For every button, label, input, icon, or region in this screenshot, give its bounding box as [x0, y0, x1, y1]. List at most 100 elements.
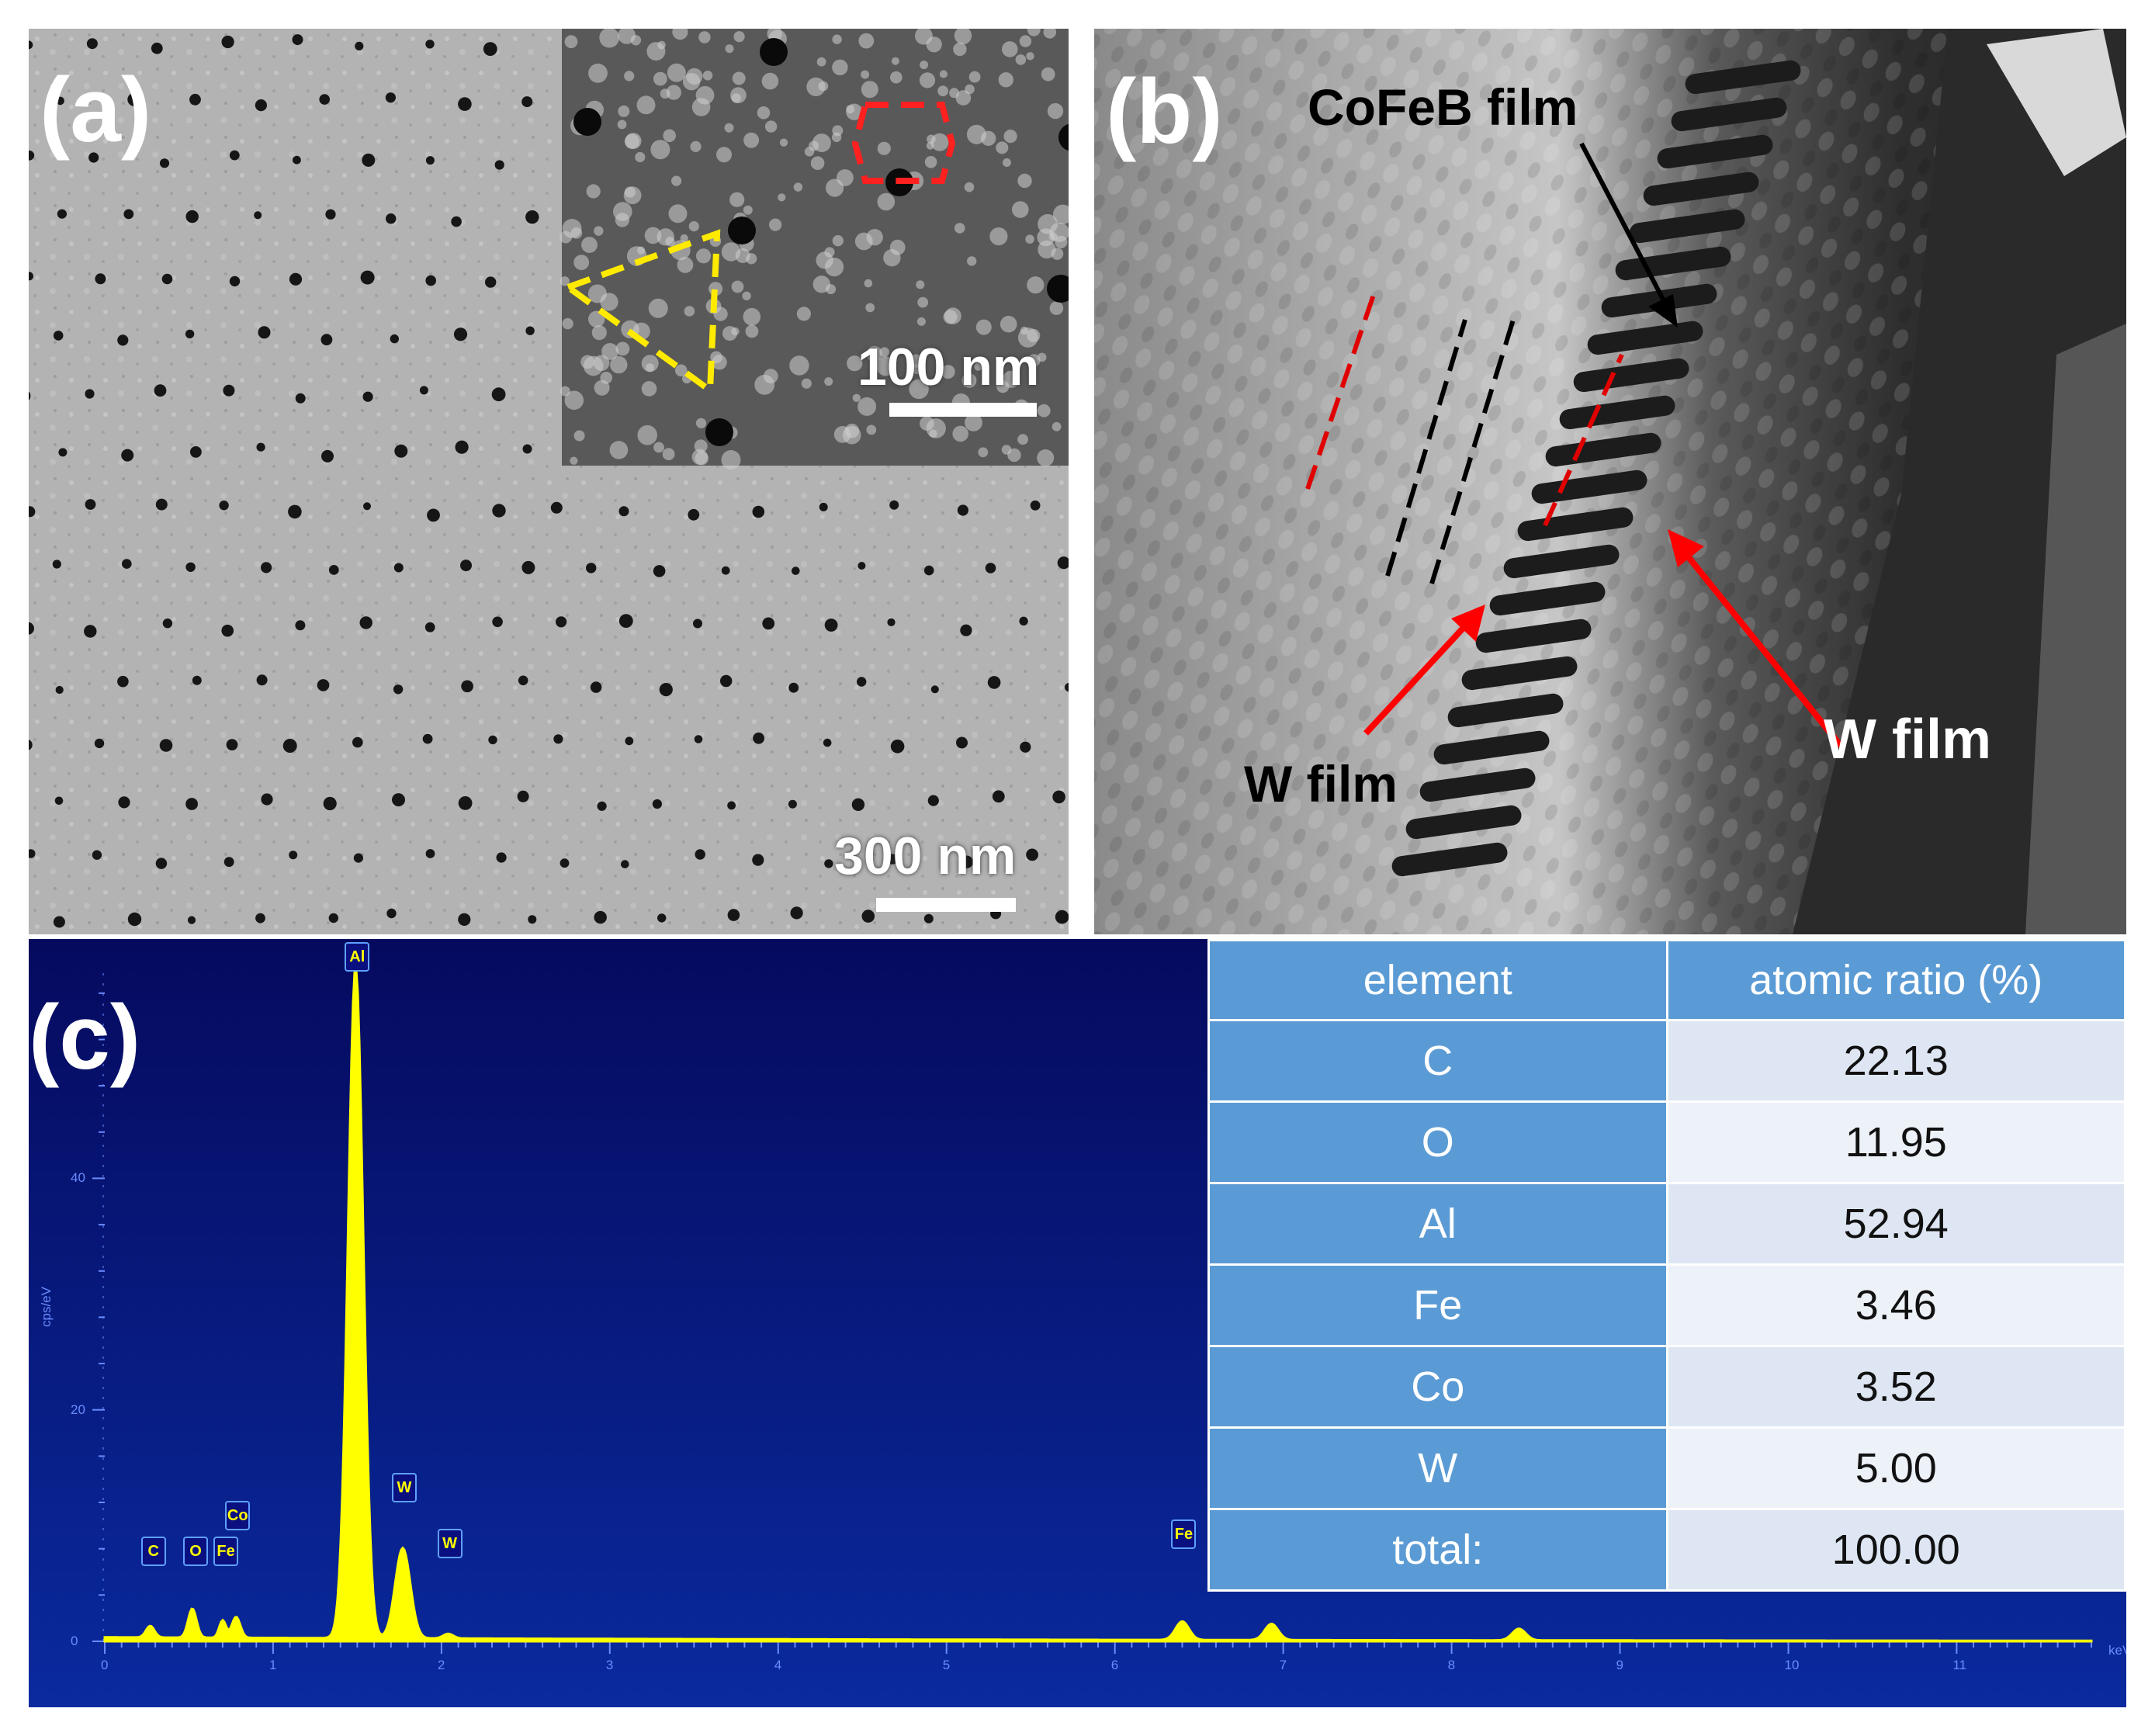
y-tick-label: 0: [71, 1634, 78, 1648]
pore: [151, 42, 163, 54]
pore-channel: [1587, 321, 1703, 355]
pore-channel: [1671, 97, 1787, 132]
pore: [1057, 556, 1069, 570]
pore: [762, 617, 775, 630]
element-cell: Co: [1207, 1345, 1668, 1429]
grain: [666, 85, 681, 100]
pore: [386, 908, 397, 919]
pore: [282, 739, 297, 753]
grain: [667, 63, 686, 82]
eds-spectrum-panel: 0123456789101102040COFeCoAlWWFeCoWCoWWWW…: [29, 939, 2126, 1707]
grain: [583, 355, 604, 376]
grain: [624, 133, 640, 149]
inset-scale-bar: [889, 403, 1037, 417]
grain: [1012, 201, 1029, 218]
pore: [289, 851, 298, 860]
element-cell: Fe: [1207, 1263, 1668, 1347]
pore: [127, 912, 142, 927]
pore: [788, 799, 797, 809]
pore: [261, 562, 272, 573]
grain: [865, 303, 875, 313]
ratio-cell: 3.46: [1665, 1263, 2126, 1347]
pore-channel: [1629, 209, 1745, 244]
pore: [118, 796, 130, 809]
panel-b-letter: (b): [1106, 61, 1223, 163]
table-row: C 22.13: [1207, 1019, 2126, 1103]
grain: [564, 390, 584, 411]
grain: [816, 57, 826, 67]
grain: [989, 227, 1008, 246]
grain: [837, 169, 854, 186]
pore: [823, 738, 832, 747]
grain: [660, 88, 670, 99]
pore: [117, 675, 129, 688]
grain: [858, 33, 875, 49]
pore: [425, 275, 436, 286]
grain: [1017, 327, 1038, 348]
grain: [624, 186, 636, 198]
pore: [226, 739, 238, 750]
grain: [721, 450, 741, 470]
grain: [832, 59, 848, 75]
grain: [754, 374, 775, 395]
pore: [494, 160, 504, 170]
pore: [360, 270, 375, 285]
pore: [792, 567, 800, 575]
table-row: Fe 3.46: [1207, 1263, 2126, 1347]
pore: [425, 156, 435, 165]
header-atomic-ratio: atomic ratio (%): [1665, 939, 2126, 1021]
main-scale-label: 300 nm: [834, 826, 1017, 885]
grain: [1027, 354, 1041, 367]
pore: [788, 682, 799, 693]
grain: [573, 255, 590, 270]
pore: [29, 506, 36, 518]
pore: [192, 675, 202, 685]
grain: [581, 237, 598, 253]
pore: [255, 99, 267, 112]
grain: [599, 29, 620, 48]
pore: [29, 622, 34, 635]
grain: [891, 57, 899, 65]
grain: [847, 355, 863, 372]
grain: [745, 324, 759, 338]
element-cell: O: [1207, 1100, 1668, 1184]
grain: [826, 284, 837, 295]
grain: [588, 310, 605, 327]
pore: [492, 504, 506, 518]
pore: [187, 916, 196, 924]
pore-channel: [1573, 358, 1689, 393]
grain: [586, 184, 601, 199]
pore: [688, 508, 700, 521]
grain: [912, 363, 923, 375]
inset-pore: [760, 38, 788, 66]
pore: [618, 614, 633, 628]
pore: [85, 499, 96, 510]
grain: [624, 71, 635, 81]
grain: [943, 310, 958, 324]
grain: [564, 35, 578, 49]
atomic-ratio-table: element atomic ratio (%) C 22.13 O 11.95…: [1207, 939, 2126, 1592]
ratio-cell: 5.00: [1665, 1426, 2126, 1510]
pore-channel: [1461, 656, 1578, 691]
pore: [229, 275, 241, 287]
pore: [289, 272, 303, 286]
pore: [385, 92, 396, 103]
pore: [657, 913, 667, 923]
pore: [956, 736, 968, 749]
grain: [591, 325, 607, 341]
grain: [861, 70, 870, 79]
pore: [159, 158, 170, 168]
pore: [29, 151, 35, 161]
grain: [1017, 434, 1028, 445]
y-tick-label: 20: [71, 1402, 85, 1417]
pore: [155, 858, 168, 869]
pore: [122, 559, 132, 569]
red-dashed-line-right: [1543, 353, 1624, 527]
pore: [824, 859, 833, 868]
pore: [293, 155, 301, 165]
pore: [819, 502, 828, 511]
grain: [954, 29, 972, 45]
x-tick-label: 5: [942, 1658, 951, 1672]
pore: [590, 681, 602, 693]
grain: [690, 140, 702, 152]
